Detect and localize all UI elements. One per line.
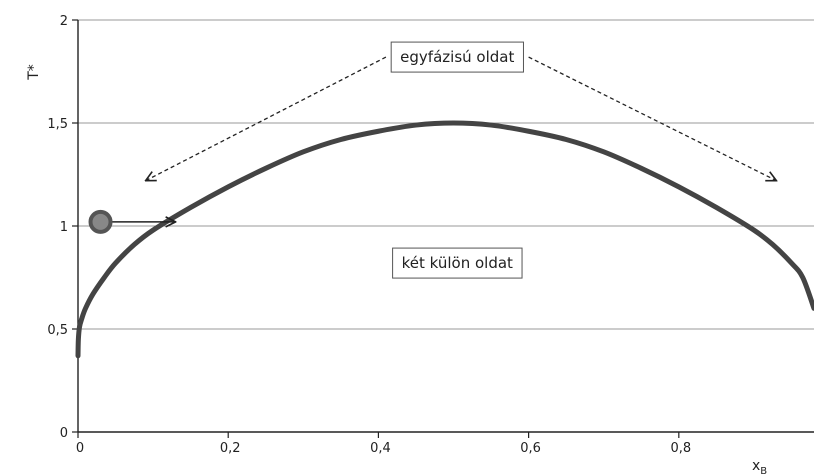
arrow-dashed-1 <box>528 56 777 181</box>
x-axis-title-main: x <box>752 458 760 474</box>
annotation-text-0: egyfázisú oldat <box>400 48 514 66</box>
x-tick-label-2: 0,4 <box>370 441 391 456</box>
y-axis-title: T* <box>26 64 42 81</box>
marker-layer <box>88 209 113 234</box>
x-tick-label-1: 0,2 <box>220 441 241 456</box>
marker-point <box>88 209 113 234</box>
annotation-text-1: két külön oldat <box>402 254 513 272</box>
annotation-0: egyfázisú oldat <box>390 41 524 73</box>
y-tick-label-4: 2 <box>60 14 68 29</box>
y-tick-label-1: 0,5 <box>47 323 68 338</box>
x-tick-label-0: 0 <box>76 441 84 456</box>
annotations: egyfázisú oldat két külön oldat <box>390 41 524 279</box>
tick-labels: 0 0,5 1 1,5 2 0 0,2 0,4 0,6 0,8 <box>47 14 691 456</box>
y-tick-label-0: 0 <box>60 426 68 441</box>
annotation-box-1 <box>392 247 523 279</box>
y-tick-label-2: 1 <box>60 220 68 235</box>
series-line-0 <box>75 120 814 359</box>
series-layer <box>75 120 814 359</box>
arrows <box>104 56 777 222</box>
x-axis-title: xB <box>752 458 767 476</box>
axis-titles: T* xB <box>26 64 767 476</box>
annotation-box-0 <box>390 41 524 73</box>
annotation-1: két külön oldat <box>392 247 523 279</box>
x-tick-label-4: 0,8 <box>670 441 691 456</box>
x-axis-title-sub: B <box>760 466 767 476</box>
x-tick-label-3: 0,6 <box>520 441 541 456</box>
y-tick-label-3: 1,5 <box>47 117 68 132</box>
arrow-dashed-0 <box>146 56 387 181</box>
